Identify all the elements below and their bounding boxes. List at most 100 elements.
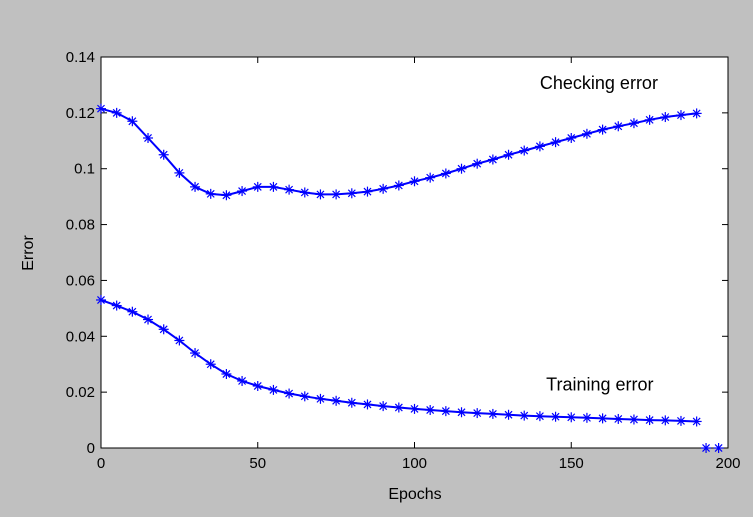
data-point xyxy=(425,172,436,183)
y-tick-label: 0.02 xyxy=(66,384,95,401)
data-point xyxy=(440,168,451,179)
y-axis-label: Error xyxy=(20,235,37,271)
data-point xyxy=(221,368,232,379)
data-point xyxy=(299,391,310,402)
x-tick-label: 50 xyxy=(249,455,266,472)
data-point xyxy=(268,181,279,192)
data-point xyxy=(566,412,577,423)
annotation-layer: Checking error Training error xyxy=(540,73,658,395)
data-point xyxy=(158,149,169,160)
y-tick-label: 0 xyxy=(87,440,95,457)
data-point xyxy=(691,108,702,119)
data-point xyxy=(190,181,201,192)
data-point xyxy=(331,395,342,406)
data-point xyxy=(268,384,279,395)
data-point xyxy=(550,137,561,148)
data-point xyxy=(362,399,373,410)
data-point xyxy=(691,416,702,427)
data-point xyxy=(472,408,483,419)
data-point xyxy=(519,410,530,421)
data-point xyxy=(503,409,514,420)
data-point xyxy=(701,443,712,453)
data-point xyxy=(205,359,216,370)
data-point xyxy=(644,415,655,426)
data-point xyxy=(566,132,577,143)
y-tick-label: 0.06 xyxy=(66,272,95,289)
data-point xyxy=(205,188,216,199)
data-point xyxy=(143,314,154,325)
data-point xyxy=(628,414,639,425)
data-point xyxy=(597,124,608,135)
x-tick-label: 0 xyxy=(97,455,105,472)
data-point xyxy=(393,402,404,413)
data-point xyxy=(143,132,154,143)
data-point xyxy=(174,167,185,178)
x-tick-label: 150 xyxy=(559,455,584,472)
plot-area xyxy=(100,56,729,449)
x-axis-label: Epochs xyxy=(388,486,441,503)
data-point xyxy=(378,183,389,194)
data-point xyxy=(613,121,624,132)
x-tick-label: 200 xyxy=(715,455,740,472)
data-point xyxy=(409,176,420,187)
data-point xyxy=(96,103,106,114)
data-point xyxy=(472,158,483,169)
data-point xyxy=(331,189,342,200)
data-point xyxy=(315,189,326,200)
data-point xyxy=(190,348,201,359)
data-point xyxy=(660,112,671,123)
data-point xyxy=(127,116,138,127)
data-point xyxy=(425,405,436,416)
data-point xyxy=(252,380,263,391)
y-tick-label: 0.1 xyxy=(74,161,95,178)
data-point xyxy=(675,415,686,426)
data-point xyxy=(487,408,498,419)
y-axis-ticks: 0 0.02 0.04 0.06 0.08 0.1 0.12 0.14 xyxy=(66,49,728,457)
data-point xyxy=(675,110,686,121)
data-point xyxy=(378,401,389,412)
data-point xyxy=(299,187,310,198)
y-tick-label: 0.04 xyxy=(66,328,95,345)
data-point xyxy=(346,397,357,408)
data-point xyxy=(221,190,232,201)
data-point xyxy=(597,413,608,424)
data-point xyxy=(346,188,357,199)
data-point xyxy=(581,128,592,139)
annotation-label: Training error xyxy=(546,375,653,395)
data-point xyxy=(550,411,561,422)
data-point xyxy=(96,294,106,305)
data-point xyxy=(644,114,655,125)
data-point xyxy=(503,149,514,160)
data-point xyxy=(174,335,185,346)
data-point xyxy=(284,388,295,399)
x-tick-label: 100 xyxy=(402,455,427,472)
data-point xyxy=(252,181,263,192)
data-point xyxy=(487,154,498,165)
data-point xyxy=(237,375,248,386)
data-point xyxy=(362,186,373,197)
data-point xyxy=(456,407,467,418)
data-point xyxy=(713,443,724,453)
data-point xyxy=(111,300,122,311)
y-tick-label: 0.12 xyxy=(66,105,95,122)
data-point xyxy=(393,180,404,191)
data-point xyxy=(237,186,248,197)
annotation-label: Checking error xyxy=(540,73,658,93)
data-point xyxy=(628,118,639,129)
data-point xyxy=(613,413,624,424)
data-point xyxy=(456,163,467,174)
data-point xyxy=(519,145,530,156)
data-point xyxy=(409,403,420,414)
series-layer xyxy=(96,103,724,453)
data-point xyxy=(284,184,295,195)
y-tick-label: 0.14 xyxy=(66,49,95,66)
data-point xyxy=(534,141,545,152)
data-point xyxy=(315,393,326,404)
data-point xyxy=(534,411,545,422)
x-axis-ticks: 0 50 100 150 200 xyxy=(97,57,741,472)
y-tick-label: 0.08 xyxy=(66,217,95,234)
data-point xyxy=(440,406,451,417)
data-point xyxy=(158,324,169,335)
data-point xyxy=(111,107,122,118)
